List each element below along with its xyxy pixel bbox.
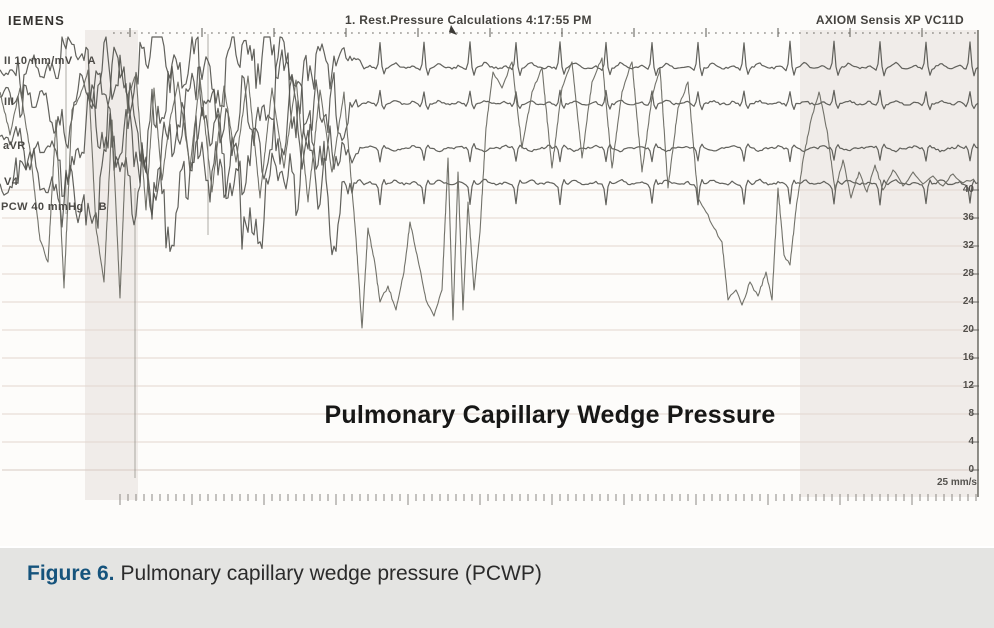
lead-label-II: II 10 mm/mV A [4, 55, 96, 67]
figure-overlay-title: Pulmonary Capillary Wedge Pressure [324, 401, 776, 429]
scanned-tracing-figure: IEMENS 1. Rest.Pressure Calculations 4:1… [0, 13, 979, 505]
figure-number-label: Figure 6. [27, 562, 115, 585]
pressure-scale-tick-label: 40 [962, 184, 974, 195]
pressure-scale-tick-label: 16 [962, 352, 974, 363]
pressure-scale-tick-label: 36 [962, 212, 974, 223]
pressure-scale-tick-label: 4 [968, 436, 974, 447]
pressure-scale-tick-label: 12 [962, 380, 974, 391]
pressure-scale-tick-label: 0 [968, 464, 974, 475]
recording-title: 1. Rest.Pressure Calculations 4:17:55 PM [345, 13, 592, 27]
device-model: AXIOM Sensis XP VC11D [815, 13, 964, 27]
pressure-scale-tick-label: 20 [962, 324, 974, 335]
device-brand: IEMENS [8, 13, 66, 28]
channel-marker-B: B [98, 201, 107, 213]
pressure-scale-tick-label: 8 [968, 408, 974, 419]
waveform-canvas [0, 25, 979, 505]
lead-label-text: II 10 mm/mV [4, 55, 73, 67]
pressure-scale-tick-label: 28 [962, 268, 974, 279]
figure-caption-line: Figure 6. Pulmonary capillary wedge press… [0, 548, 994, 587]
pressure-scale-tick-label: 24 [962, 296, 974, 307]
figure-caption-text: Pulmonary capillary wedge pressure (PCWP… [120, 562, 542, 585]
lead-label-III: III [4, 96, 14, 108]
figure-caption: Figure 6. Pulmonary capillary wedge press… [0, 548, 994, 628]
lead-label-text: III [4, 96, 15, 108]
lead-label-text: V4 [4, 176, 19, 188]
sweep-speed-label: 25 mm/s [936, 477, 977, 488]
lead-label-aVR: aVR [3, 140, 26, 152]
channel-marker-A: A [87, 55, 96, 67]
lead-label-text: aVR [3, 140, 26, 152]
lead-label-V4: V4 [4, 176, 18, 188]
pressure-scale-tick-label: 32 [962, 240, 974, 251]
lead-label-PCW: PCW 40 mmHg B [1, 201, 107, 213]
lead-label-text: PCW 40 mmHg [1, 201, 84, 213]
